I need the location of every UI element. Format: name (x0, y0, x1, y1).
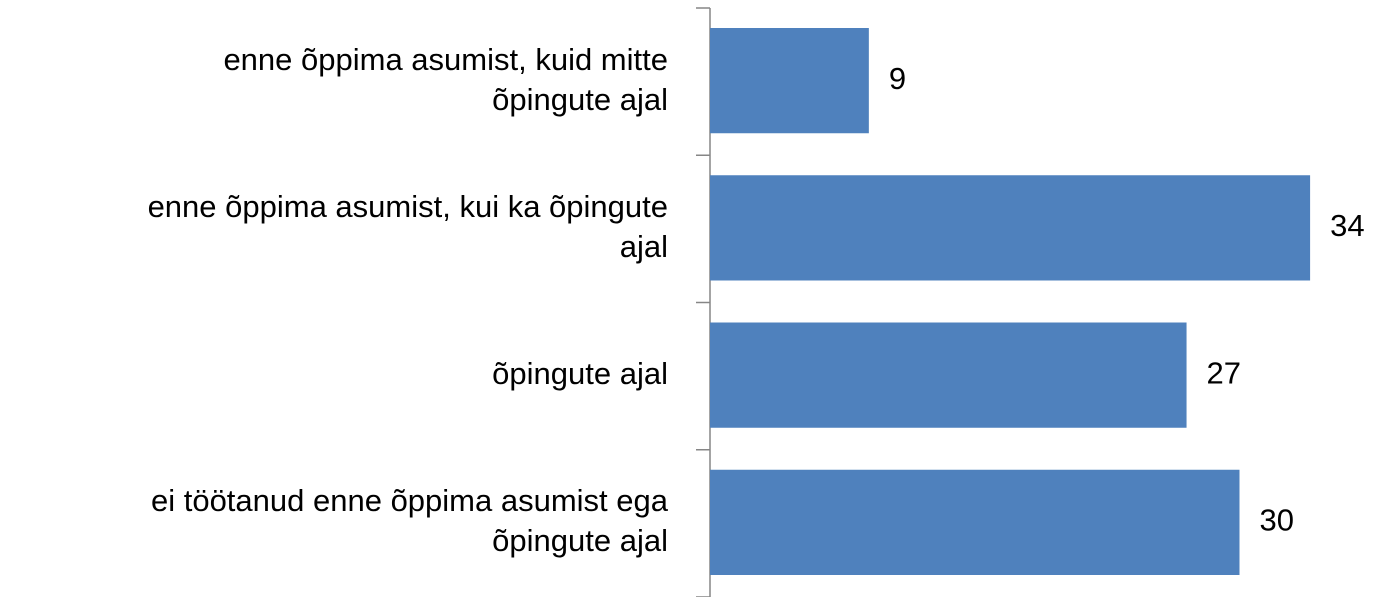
value-label: 34 (1330, 208, 1364, 243)
value-label: 9 (889, 61, 906, 96)
category-label: enne õppima asumist, kui ka õpingute aja… (147, 188, 668, 264)
bar (710, 469, 1240, 575)
value-label: 27 (1207, 355, 1241, 390)
category-label: ei töötanud enne õppima asumist ega õpin… (150, 483, 668, 559)
bar (710, 322, 1187, 428)
bar (710, 175, 1311, 281)
category-label: õpingute ajal (492, 356, 668, 392)
value-label: 30 (1260, 503, 1294, 538)
category-label: enne õppima asumist, kuid mitte õpingute… (223, 41, 668, 117)
bar (710, 28, 869, 134)
